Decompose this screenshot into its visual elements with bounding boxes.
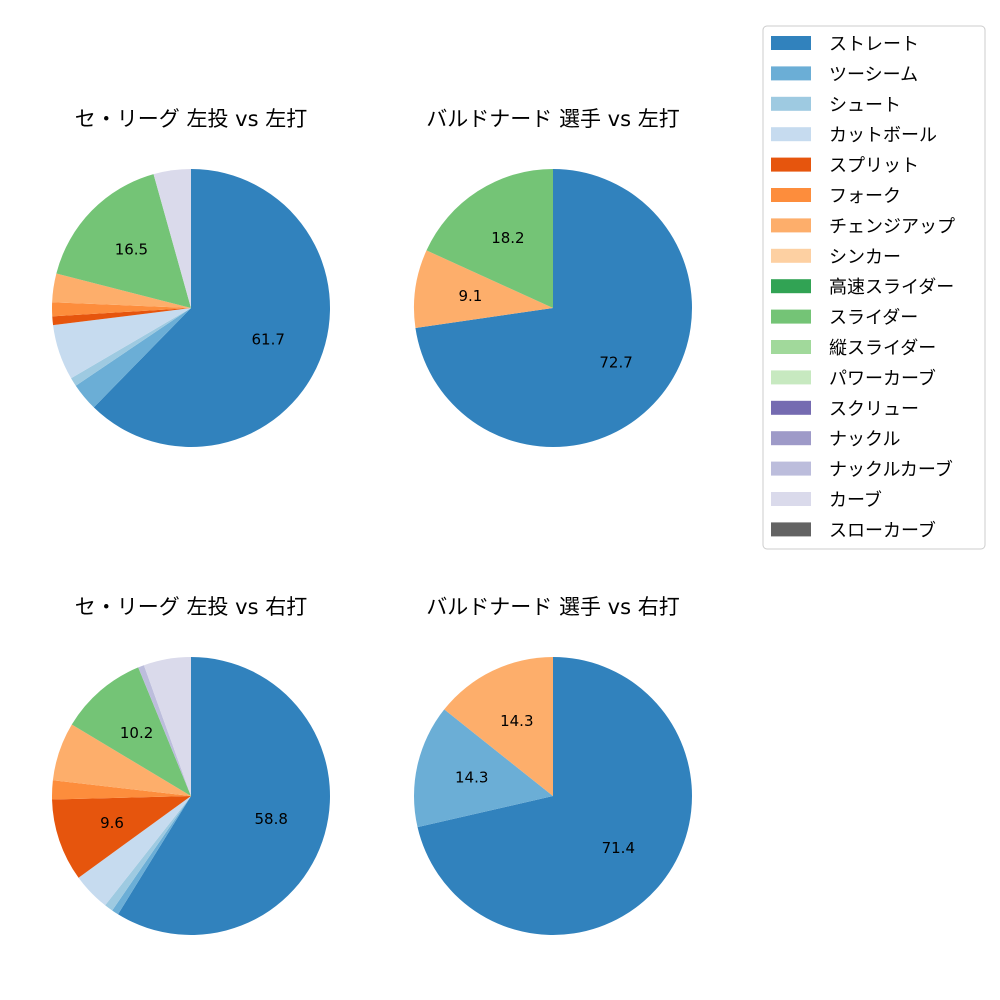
legend-label: 縦スライダー [829, 338, 936, 359]
legend-swatch [771, 522, 811, 537]
slice-value-label: 16.5 [115, 241, 148, 259]
legend-label: シュート [829, 95, 901, 116]
legend-label: スライダー [829, 308, 918, 329]
legend-swatch [771, 309, 811, 324]
pie-slice-6 [52, 724, 191, 796]
slice-value-label: 72.7 [599, 354, 632, 372]
slice-value-label: 9.6 [100, 814, 124, 832]
pie-slice-5 [51, 302, 192, 317]
legend-swatch [771, 400, 811, 415]
pie-slice-4 [52, 308, 191, 326]
legend-swatch [771, 279, 811, 294]
slice-value-label: 9.1 [458, 287, 482, 305]
legend-swatch [771, 188, 811, 202]
legend-swatch [771, 218, 811, 233]
pie-slice-3 [53, 308, 192, 379]
legend-swatch [771, 96, 811, 111]
chart-title: バルドナード 選手 vs 右打 [426, 595, 679, 619]
legend-label: カットボール [829, 125, 937, 146]
legend-swatch [771, 370, 811, 385]
legend-label: 高速スライダー [829, 277, 954, 298]
pie-slice-8 [138, 665, 191, 796]
legend-swatch [771, 127, 811, 142]
pie-slice-7 [71, 667, 191, 796]
legend-swatch [771, 492, 811, 506]
slice-value-label: 14.3 [455, 769, 488, 787]
legend-label: フォーク [829, 186, 901, 207]
pie-slice-2 [426, 169, 553, 308]
legend-label: カーブ [829, 489, 882, 511]
slice-value-label: 71.4 [602, 839, 635, 857]
legend-label: スプリット [829, 156, 919, 177]
pie-chart-baldonado-vs-rhb: バルドナード 選手 vs 右打 71.4 14.3 14.3 [414, 595, 693, 935]
legend-swatch [771, 36, 811, 50]
legend-label: スクリュー [829, 399, 919, 420]
slice-value-label: 58.8 [254, 810, 287, 828]
pie-slice-0 [118, 657, 330, 935]
chart-title: セ・リーグ 左投 vs 右打 [75, 595, 307, 619]
pie-slice-2 [444, 657, 553, 796]
slice-value-label: 61.7 [251, 331, 284, 349]
legend-label: シンカー [829, 247, 901, 268]
legend: ストレートツーシームシュートカットボールスプリットフォークチェンジアップシンカー… [762, 25, 986, 550]
pie-chart-baldonado-vs-lhb: バルドナード 選手 vs 左打 72.7 9.1 18.2 [414, 107, 693, 448]
legend-label: ツーシーム [829, 64, 918, 85]
legend-label: ナックルカーブ [829, 459, 953, 481]
legend-swatch [771, 431, 811, 446]
pie-slice-1 [414, 250, 553, 329]
slice-value-label: 14.3 [500, 712, 533, 730]
legend-swatch [771, 340, 811, 354]
slice-value-label: 18.2 [491, 229, 524, 247]
legend-swatch [771, 157, 811, 172]
legend-swatch [771, 461, 811, 476]
legend-label: スローカーブ [829, 519, 936, 541]
pie-slice-0 [415, 169, 693, 448]
pie-chart-league-lhp-vs-rhb: セ・リーグ 左投 vs 右打 58.8 9.6 10.2 [51, 595, 330, 935]
pie-slice-5 [51, 780, 191, 800]
pie-slice-9 [143, 657, 191, 796]
pie-slice-2 [71, 308, 191, 386]
pie-slice-0 [93, 169, 331, 447]
legend-frame [762, 25, 986, 550]
pie-slice-1 [414, 709, 553, 828]
legend-swatch [771, 248, 811, 263]
legend-label: ナックル [829, 429, 900, 450]
legend-label: チェンジアップ [829, 216, 955, 237]
pie-slice-2 [105, 796, 191, 911]
pie-slice-6 [52, 273, 192, 308]
pie-slice-8 [153, 169, 191, 308]
pie-slice-7 [56, 174, 191, 308]
pie-slice-3 [78, 796, 191, 906]
legend-swatch [771, 66, 811, 81]
legend-label: ストレート [829, 34, 919, 55]
pie-slice-1 [75, 308, 191, 408]
pie-chart-league-lhp-vs-lhb: セ・リーグ 左投 vs 左打 61.7 16.5 [51, 107, 331, 447]
pie-slice-1 [112, 796, 191, 915]
slice-value-label: 10.2 [120, 724, 153, 742]
pie-slice-4 [52, 796, 191, 878]
pie-slice-0 [417, 657, 693, 935]
chart-title: セ・リーグ 左投 vs 左打 [75, 107, 307, 131]
legend-label: パワーカーブ [829, 367, 936, 389]
chart-title: バルドナード 選手 vs 左打 [426, 107, 679, 131]
